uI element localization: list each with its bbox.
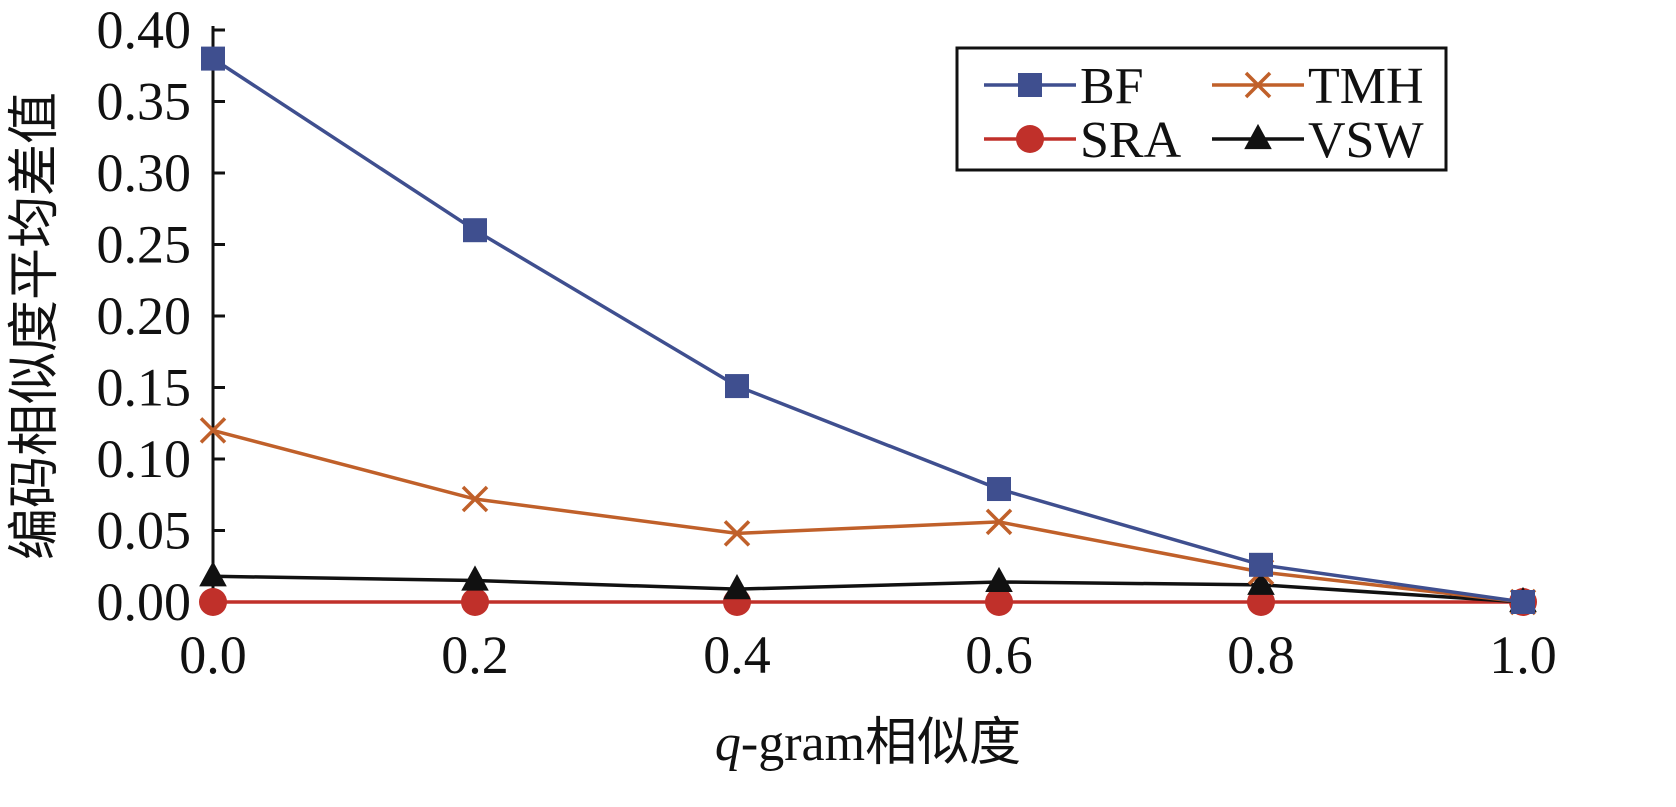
series-line-bf [212, 57, 1524, 604]
x-marker-stroke [723, 520, 751, 547]
data-point-triangle [1247, 569, 1275, 595]
data-point-circle [1016, 125, 1044, 153]
legend: BF TMH SRA VSW [955, 46, 1448, 172]
y-tick-label: 0.30 [97, 143, 192, 203]
y-tick-label: 0.25 [97, 215, 192, 275]
legend-item-vsw: VSW [1212, 112, 1424, 169]
y-tick-label: 0.00 [97, 572, 192, 632]
y-tick-label: 0.05 [97, 501, 192, 561]
legend-item-bf: BF [984, 58, 1144, 115]
data-point-square [201, 46, 225, 71]
data-point-x [199, 417, 227, 444]
x-tick-label: 0.8 [1227, 625, 1295, 685]
y-axis-title: 编码相似度平均差值 [7, 92, 64, 560]
x-axis-ticks: 0.0 0.2 0.4 0.6 0.8 1.0 [179, 602, 1557, 685]
series-bf [201, 46, 1535, 614]
x-axis-title-italic: q [715, 715, 741, 772]
data-point-triangle [1244, 123, 1272, 150]
data-point-square [725, 374, 749, 399]
data-point-triangle [199, 561, 227, 587]
legend-label: TMH [1308, 58, 1424, 115]
legend-item-sra: SRA [984, 112, 1182, 169]
y-axis-ticks: 0.00 0.05 0.10 0.15 0.20 0.25 0.30 0.35 0.40 [97, 0, 225, 632]
data-point-square [463, 218, 487, 243]
x-axis-title: q-gram相似度 [715, 715, 1021, 772]
legend-label: BF [1080, 58, 1144, 115]
x-tick-label: 0.6 [965, 625, 1033, 685]
x-marker-stroke [461, 485, 489, 513]
legend-item-tmh: TMH [1212, 58, 1424, 115]
data-point-circle [985, 588, 1013, 616]
data-point-x [461, 485, 489, 513]
y-tick-label: 0.15 [97, 358, 192, 418]
series-sra [199, 588, 1537, 616]
y-tick-label: 0.35 [97, 72, 192, 132]
data-point-square [1018, 73, 1042, 97]
data-point-square [1511, 590, 1535, 614]
data-point-x [1244, 71, 1272, 99]
x-axis-title-rest: -gram相似度 [741, 715, 1021, 772]
data-point-square [987, 477, 1011, 502]
data-point-triangle [723, 574, 751, 600]
data-point-triangle [985, 566, 1013, 593]
x-marker-stroke [985, 508, 1013, 536]
x-marker-stroke [199, 417, 227, 444]
series-line-tmh [212, 428, 1524, 604]
data-point-circle [199, 588, 227, 616]
y-tick-label: 0.40 [97, 0, 192, 60]
series-layer [199, 46, 1537, 616]
legend-label: SRA [1080, 112, 1182, 169]
y-tick-label: 0.20 [97, 286, 192, 346]
data-point-circle [461, 588, 489, 616]
data-point-x [985, 508, 1013, 536]
series-line-vsw [212, 574, 1524, 604]
data-point-square [1249, 552, 1273, 577]
x-tick-label: 0.0 [179, 625, 247, 685]
data-point-x [723, 520, 751, 547]
x-marker-stroke [1244, 71, 1272, 99]
data-point-circle [1247, 588, 1275, 616]
legend-label: VSW [1308, 112, 1424, 169]
x-tick-label: 0.4 [703, 625, 771, 685]
series-vsw [199, 561, 1537, 613]
x-tick-label: 0.2 [441, 625, 509, 685]
data-point-triangle [461, 565, 489, 591]
y-tick-label: 0.10 [97, 429, 192, 489]
x-tick-label: 1.0 [1489, 625, 1557, 685]
